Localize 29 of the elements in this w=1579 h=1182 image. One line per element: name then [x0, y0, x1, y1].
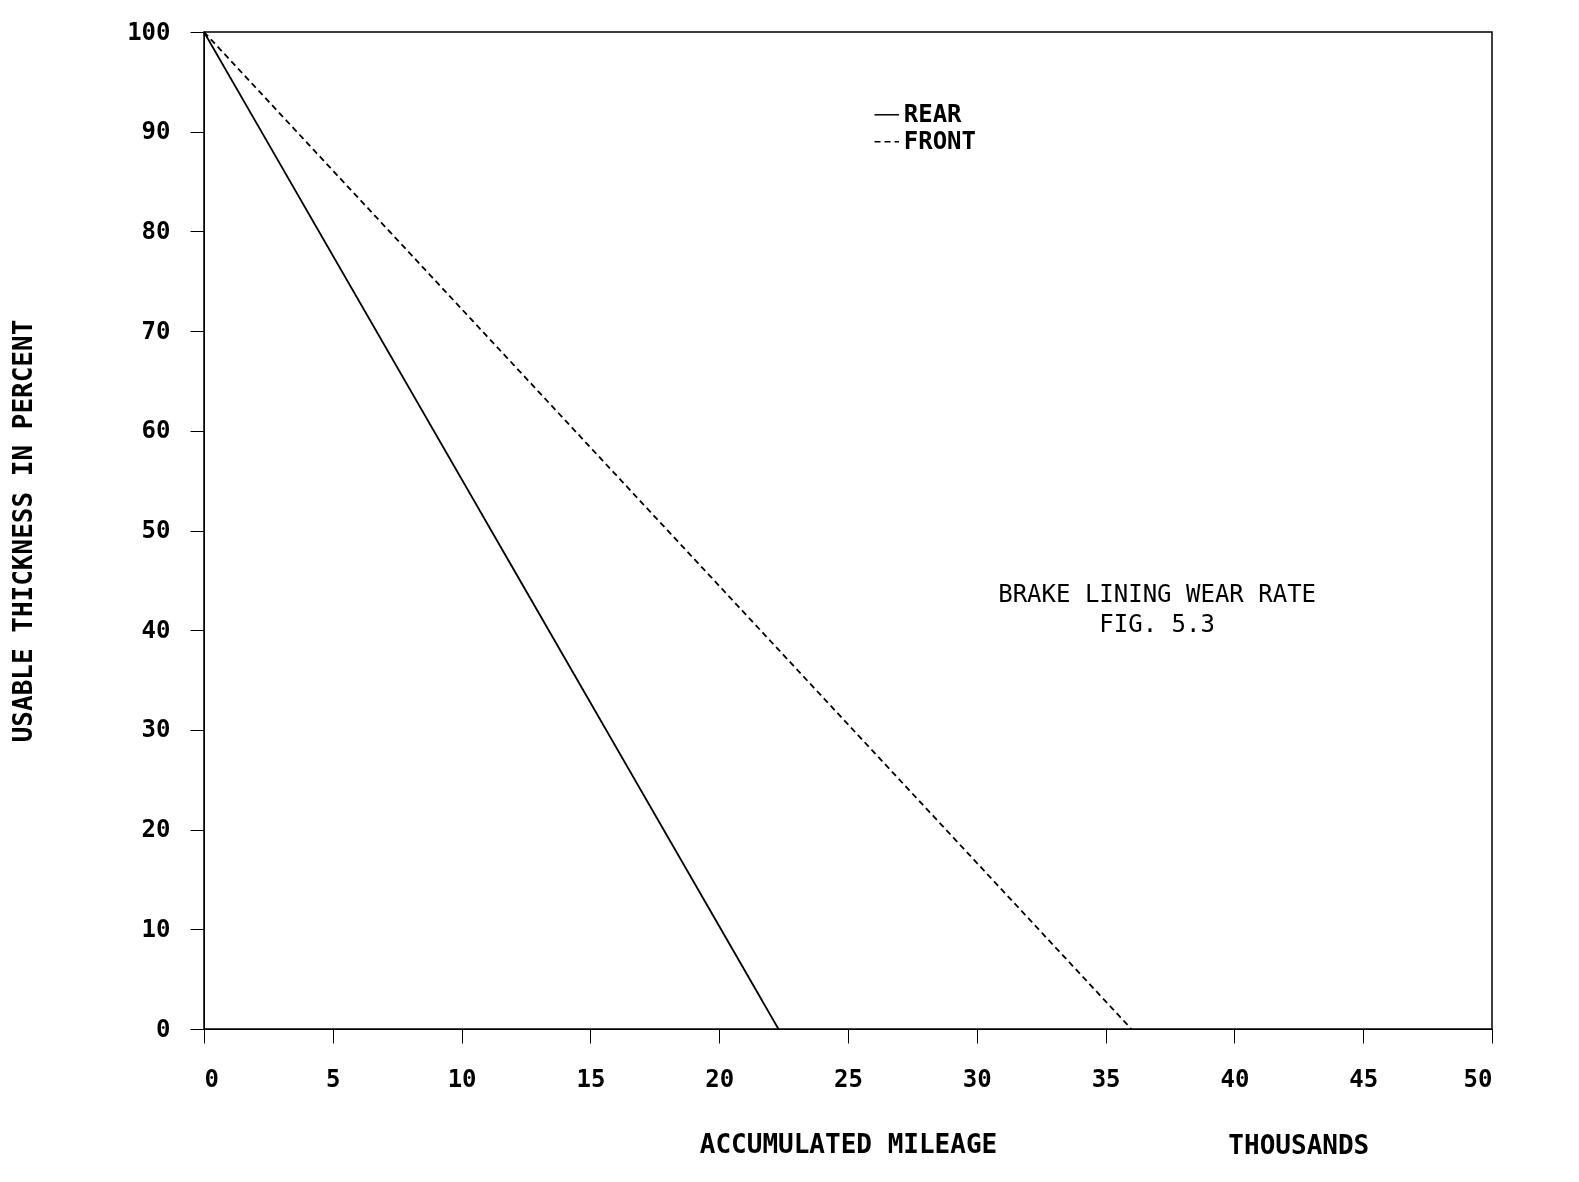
y-tick-label: 20 [141, 815, 171, 844]
x-tick-label: 0 [204, 1064, 219, 1093]
x-tick-label: 15 [576, 1064, 606, 1093]
y-tick-label: 30 [141, 715, 171, 744]
y-tick-label: 70 [141, 316, 171, 345]
y-tick-label: 40 [141, 615, 171, 644]
x-tick-label: 40 [1220, 1064, 1250, 1093]
y-tick-label: 10 [141, 914, 171, 943]
y-tick-label: 100 [127, 17, 171, 46]
legend-label: REAR [903, 99, 963, 128]
y-tick-label: 90 [141, 117, 171, 146]
y-tick-label: 80 [141, 216, 171, 245]
text: THOUSANDS [1228, 1130, 1370, 1160]
legend-label: FRONT [903, 126, 977, 155]
x-tick-label: 25 [834, 1064, 863, 1093]
annotation: FIG. 5.3 [1099, 610, 1215, 639]
y-tick-label: 50 [141, 516, 171, 544]
y-tick-label: 0 [156, 1014, 171, 1043]
x-tick-label: 20 [705, 1064, 735, 1093]
annotation: BRAKE LINING WEAR RATE [998, 580, 1317, 609]
x-tick-label: 35 [1091, 1064, 1121, 1093]
y-tick-label: 60 [141, 416, 171, 445]
x-axis-title: ACCUMULATED MILEAGE [699, 1128, 998, 1159]
y-axis-title: USABLE THICKNESS IN PERCENT [8, 319, 39, 743]
x-tick-label: 45 [1349, 1064, 1379, 1093]
x-tick-label: 5 [326, 1064, 341, 1093]
x-tick-label: 50 [1463, 1064, 1493, 1093]
x-tick-label: 10 [447, 1064, 477, 1093]
x-tick-label: 30 [962, 1064, 992, 1093]
